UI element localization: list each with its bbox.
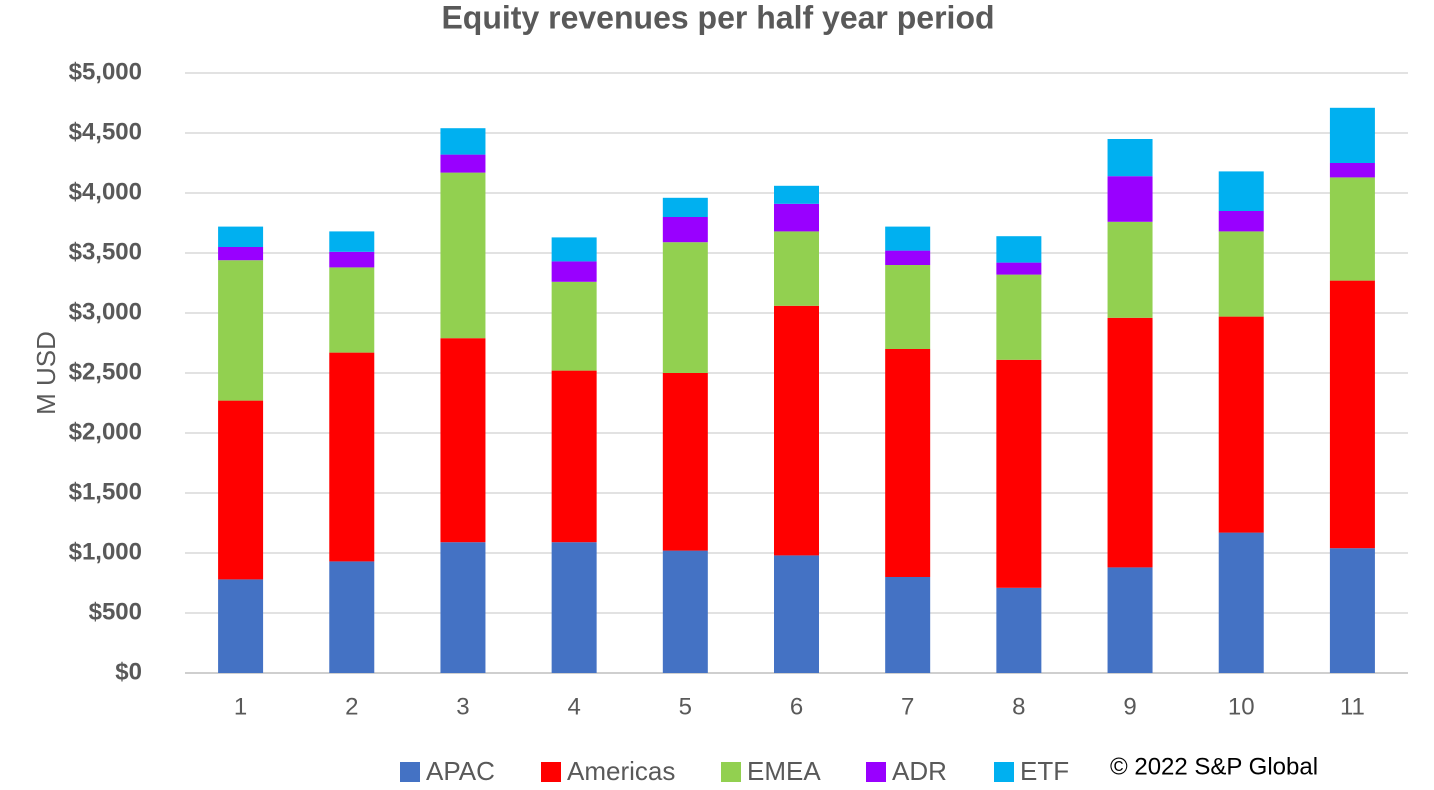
bar-segment bbox=[662, 217, 708, 243]
bar-segment bbox=[440, 172, 486, 339]
x-tick-label: 9 bbox=[1123, 693, 1136, 720]
bar-segment bbox=[329, 267, 375, 353]
bar-segment bbox=[440, 154, 486, 173]
bar-segment bbox=[551, 281, 597, 371]
bar-segment bbox=[551, 370, 597, 543]
bar-segment bbox=[885, 226, 931, 251]
bar-segment bbox=[1218, 316, 1264, 533]
y-tick-label: $1,000 bbox=[69, 538, 142, 565]
bar-segment bbox=[218, 400, 264, 580]
bar-segment bbox=[996, 274, 1042, 360]
bar-segment bbox=[885, 265, 931, 349]
bar-segment bbox=[774, 185, 819, 204]
chart-title: Equity revenues per half year period bbox=[441, 0, 994, 35]
bar-segment bbox=[1107, 317, 1153, 568]
bar-segment bbox=[1218, 171, 1264, 211]
x-tick-label: 11 bbox=[1340, 693, 1365, 720]
legend-swatch bbox=[721, 762, 741, 782]
x-tick-label: 7 bbox=[901, 693, 914, 720]
bar-segment bbox=[329, 352, 375, 562]
legend-swatch bbox=[541, 762, 561, 782]
bar-segment bbox=[885, 349, 931, 577]
bar-segment bbox=[662, 373, 708, 551]
y-tick-label: $3,500 bbox=[69, 238, 142, 265]
y-tick-label: $0 bbox=[115, 658, 142, 685]
bar-segment bbox=[440, 338, 486, 543]
bar-segment bbox=[329, 561, 375, 673]
y-tick-label: $4,500 bbox=[69, 118, 142, 145]
x-tick-label: 3 bbox=[456, 693, 469, 720]
x-tick-label: 1 bbox=[234, 693, 247, 720]
bar-segment bbox=[440, 128, 486, 155]
bar-segment bbox=[218, 247, 264, 261]
bar-segment bbox=[1329, 548, 1375, 673]
legend-label: Americas bbox=[567, 756, 675, 786]
bar-segment bbox=[774, 305, 819, 556]
x-tick-label: 8 bbox=[1012, 693, 1025, 720]
x-tick-label: 2 bbox=[345, 693, 358, 720]
bar-segment bbox=[1329, 163, 1375, 178]
bar-segment bbox=[885, 250, 931, 265]
bar-segment bbox=[551, 237, 597, 262]
legend-swatch bbox=[994, 762, 1014, 782]
bar-segment bbox=[1107, 567, 1153, 673]
bar-segment bbox=[662, 242, 708, 373]
y-tick-label: $5,000 bbox=[69, 58, 142, 85]
bar-segment bbox=[440, 542, 486, 673]
bar-segment bbox=[885, 577, 931, 673]
legend-swatch bbox=[400, 762, 420, 782]
bar-segment bbox=[551, 542, 597, 673]
bar-segment bbox=[996, 236, 1042, 263]
x-tick-label: 5 bbox=[679, 693, 692, 720]
y-tick-label: $4,000 bbox=[69, 178, 142, 205]
bar-segment bbox=[1107, 176, 1153, 222]
legend-label: EMEA bbox=[747, 756, 821, 786]
bar-segment bbox=[218, 260, 264, 401]
bar-segment bbox=[774, 555, 819, 673]
bar-segment bbox=[1107, 139, 1153, 177]
bar-segment bbox=[996, 262, 1042, 275]
bar-segment bbox=[1218, 532, 1264, 673]
bar-segment bbox=[218, 579, 264, 673]
bar-segment bbox=[1329, 280, 1375, 549]
bar-segment bbox=[551, 261, 597, 282]
x-tick-label: 4 bbox=[567, 693, 580, 720]
y-tick-label: $2,500 bbox=[69, 358, 142, 385]
legend-label: APAC bbox=[426, 756, 495, 786]
y-tick-label: $1,500 bbox=[69, 478, 142, 505]
bar-segment bbox=[1218, 211, 1264, 232]
legend-label: ETF bbox=[1020, 756, 1069, 786]
y-axis-label: M USD bbox=[31, 331, 61, 415]
bar-segment bbox=[329, 251, 375, 268]
bar-segment bbox=[774, 231, 819, 306]
copyright: © 2022 S&P Global bbox=[1110, 753, 1318, 780]
bar-segment bbox=[996, 359, 1042, 588]
legend-label: ADR bbox=[892, 756, 947, 786]
bar-segment bbox=[1329, 107, 1375, 163]
bar-segment bbox=[1218, 231, 1264, 317]
x-tick-label: 6 bbox=[790, 693, 803, 720]
bar-segment bbox=[662, 550, 708, 673]
bar-segment bbox=[662, 197, 708, 217]
y-tick-label: $500 bbox=[89, 598, 142, 625]
bar-segment bbox=[774, 203, 819, 232]
y-tick-label: $3,000 bbox=[69, 298, 142, 325]
bar-segment bbox=[996, 587, 1042, 673]
bar-segment bbox=[1329, 177, 1375, 281]
x-tick-label: 10 bbox=[1228, 693, 1255, 720]
legend-swatch bbox=[866, 762, 886, 782]
y-tick-label: $2,000 bbox=[69, 418, 142, 445]
bar-segment bbox=[218, 226, 264, 247]
bar-segment bbox=[329, 231, 375, 252]
bar-segment bbox=[1107, 221, 1153, 318]
